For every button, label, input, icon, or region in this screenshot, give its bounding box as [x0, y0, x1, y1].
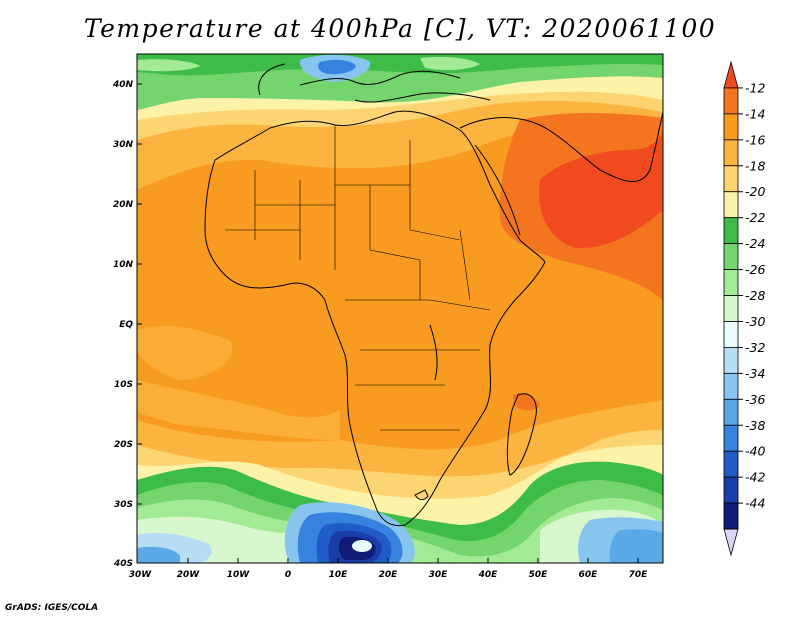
lon-label: 0 — [285, 570, 291, 580]
colorbar-swatch — [723, 217, 739, 245]
longitude-labels: 30W 20W 10W 0 10E 20E 30E 40E 50E 60E 70… — [129, 570, 648, 580]
colorbar-label: -24 — [745, 236, 765, 251]
colorbar-swatch — [723, 424, 739, 452]
lon-label: 10W — [227, 570, 251, 580]
temperature-field — [137, 54, 663, 563]
coastlines — [204, 63, 663, 527]
lat-label: 20S — [114, 440, 133, 450]
lat-label: 40S — [113, 559, 133, 569]
colorbar-swatch — [723, 347, 739, 374]
latitude-labels: 40N 30N 20N 10N EQ 10S 20S 30S 40S — [112, 80, 134, 569]
colorbar-swatch — [723, 295, 739, 322]
lon-label: 60E — [579, 570, 599, 580]
colorbar-label: -38 — [745, 418, 765, 433]
map-title: Temperature at 400hPa [C], VT: 202006110… — [83, 14, 717, 43]
colorbar-swatch — [723, 139, 739, 167]
lon-label: 20W — [177, 570, 201, 580]
colorbar-top-triangle — [723, 60, 739, 89]
map-frame — [136, 53, 664, 564]
colorbar-swatch — [723, 476, 739, 504]
lat-label: 40N — [112, 80, 134, 90]
colorbar-label: -44 — [745, 496, 765, 511]
lon-label: 10E — [329, 570, 349, 580]
colorbar-label: -26 — [745, 262, 765, 277]
colorbar-label: -42 — [745, 470, 765, 485]
colorbar-swatch — [723, 450, 739, 478]
lon-label: 50E — [529, 570, 549, 580]
lat-label: 10S — [114, 380, 133, 390]
colorbar-label: -18 — [745, 158, 765, 173]
colorbar-swatch — [723, 502, 739, 530]
lon-label: 30W — [129, 570, 153, 580]
credit-text: GrADS: IGES/COLA — [5, 603, 99, 613]
colorbar-label: -12 — [745, 80, 765, 95]
colorbar-label: -22 — [745, 210, 765, 225]
axis-ticks — [137, 83, 639, 563]
lon-label: 30E — [429, 570, 449, 580]
lon-label: 20E — [379, 570, 399, 580]
colorbar-label: -36 — [745, 392, 765, 407]
colorbar-label: -20 — [745, 184, 765, 199]
lon-label: 70E — [629, 570, 649, 580]
colorbar-label: -30 — [745, 314, 765, 329]
lat-label: EQ — [119, 320, 133, 330]
colorbar-swatch — [723, 321, 739, 348]
colorbar-bottom-triangle — [723, 528, 739, 557]
country-borders — [225, 125, 491, 431]
colorbar: -12 -14 -16 -18 -20 -22 -24 -26 -28 -30 -32 -34 -36 -… — [723, 60, 765, 557]
colorbar-swatch — [723, 87, 739, 115]
lat-label: 30N — [113, 140, 134, 150]
lat-label: 20N — [113, 200, 134, 210]
lat-label: 10N — [113, 260, 134, 270]
colorbar-swatch — [723, 398, 739, 426]
colorbar-swatch — [723, 243, 739, 270]
colorbar-label: -32 — [745, 340, 765, 355]
colorbar-swatch — [723, 372, 739, 400]
colorbar-swatch — [723, 191, 739, 219]
colorbar-swatch — [723, 269, 739, 296]
lat-label: 30S — [114, 500, 133, 510]
colorbar-swatch — [723, 113, 739, 141]
colorbar-label: -16 — [745, 132, 765, 147]
lon-label: 40E — [478, 570, 499, 580]
colorbar-label: -40 — [745, 444, 765, 459]
colorbar-label: -28 — [745, 288, 765, 303]
colorbar-label: -34 — [745, 366, 765, 381]
colorbar-label: -14 — [745, 106, 765, 121]
colorbar-swatch — [723, 165, 739, 193]
